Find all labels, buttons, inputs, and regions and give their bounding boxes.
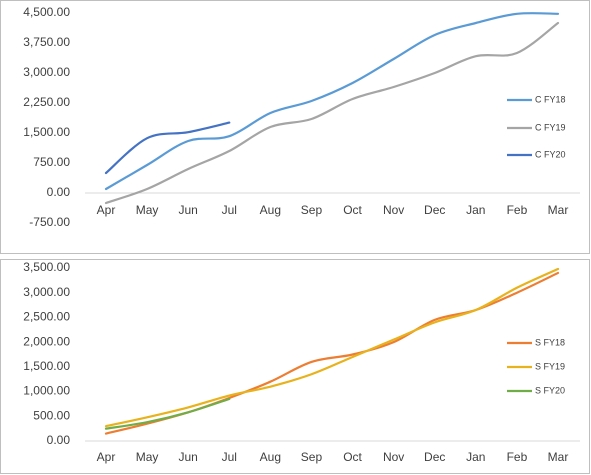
line-series — [104, 121, 231, 175]
line-series — [104, 397, 231, 430]
x-tick-label: May — [136, 450, 159, 464]
y-tick-label: 3,750.00 — [23, 35, 70, 49]
legend-label: C FY20 — [535, 149, 566, 159]
x-tick-label: Sep — [301, 203, 323, 217]
legend-label: S FY20 — [535, 385, 565, 395]
x-tick-label: Jan — [466, 203, 485, 217]
x-tick-label: Jun — [179, 203, 198, 217]
x-tick-label: Nov — [383, 203, 404, 217]
x-tick-label: Jul — [222, 450, 237, 464]
y-tick-label: 3,500.00 — [23, 260, 70, 274]
y-tick-label: 1,000.00 — [23, 384, 70, 398]
x-tick-label: May — [136, 203, 159, 217]
legend-label: C FY18 — [535, 94, 566, 104]
x-tick-label: Apr — [97, 450, 116, 464]
y-tick-label: 4,500.00 — [23, 5, 70, 19]
x-tick-label: Mar — [548, 450, 569, 464]
x-tick-label: Oct — [343, 450, 362, 464]
legend-label: S FY19 — [535, 361, 565, 371]
y-tick-label: 2,000.00 — [23, 334, 70, 348]
line-series — [104, 267, 560, 428]
line-series — [104, 12, 560, 191]
x-tick-label: Mar — [548, 203, 569, 217]
x-tick-label: Apr — [97, 203, 116, 217]
y-tick-label: 0.00 — [47, 433, 71, 447]
y-tick-label: 750.00 — [33, 155, 70, 169]
line-series — [104, 21, 560, 205]
x-tick-label: Sep — [301, 450, 323, 464]
x-tick-label: Dec — [424, 450, 445, 464]
x-tick-label: Jun — [179, 450, 198, 464]
legend-label: C FY19 — [535, 122, 566, 132]
chart-frame — [0, 0, 590, 254]
y-tick-label: 3,000.00 — [23, 65, 70, 79]
chart-frame — [0, 259, 590, 474]
y-tick-label: 0.00 — [47, 185, 71, 199]
y-tick-label: 2,250.00 — [23, 95, 70, 109]
legend-label: S FY18 — [535, 337, 565, 347]
x-tick-label: Nov — [383, 450, 404, 464]
x-tick-label: Jul — [222, 203, 237, 217]
x-tick-label: Feb — [507, 450, 528, 464]
x-tick-label: Jan — [466, 450, 485, 464]
x-tick-label: Aug — [260, 203, 281, 217]
x-tick-label: Oct — [343, 203, 362, 217]
y-tick-label: 1,500.00 — [23, 125, 70, 139]
x-tick-label: Dec — [424, 203, 445, 217]
y-tick-label: -750.00 — [29, 215, 70, 229]
y-tick-label: 1,500.00 — [23, 359, 70, 373]
y-tick-label: 3,000.00 — [23, 285, 70, 299]
x-tick-label: Feb — [507, 203, 528, 217]
y-tick-label: 500.00 — [33, 408, 70, 422]
x-tick-label: Aug — [260, 450, 281, 464]
y-tick-label: 2,500.00 — [23, 310, 70, 324]
